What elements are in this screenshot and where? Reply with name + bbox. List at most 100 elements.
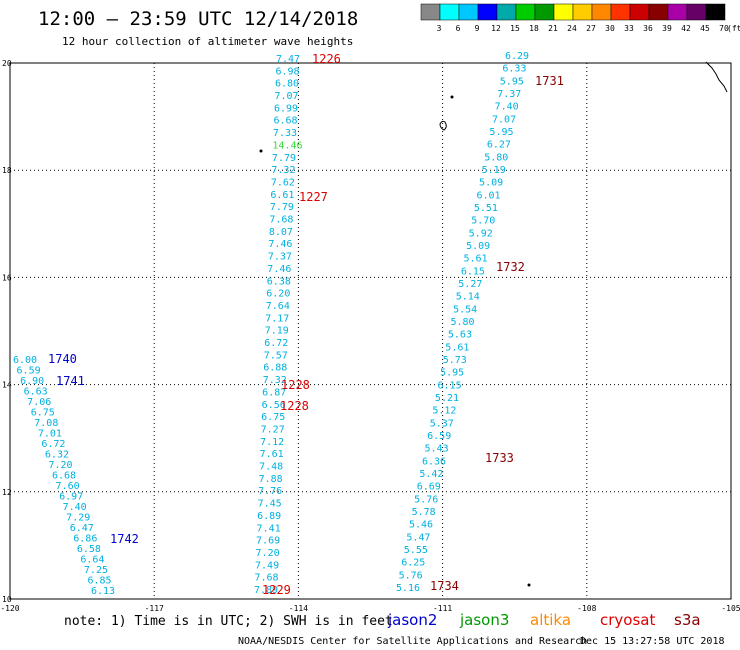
page-title: 12:00 – 23:59 UTC 12/14/2018 xyxy=(38,8,358,30)
swh-value: 7.01 xyxy=(38,429,62,440)
swh-value: 5.37 xyxy=(430,418,454,429)
swh-value: 5.47 xyxy=(406,532,430,543)
swh-value: 5.14 xyxy=(456,292,480,303)
legend-altika: altika xyxy=(530,611,571,629)
swh-value: 5.54 xyxy=(453,304,477,315)
swh-value: 5.16 xyxy=(396,583,420,594)
swh-value: 5.21 xyxy=(435,393,459,404)
swh-value: 6.75 xyxy=(261,412,285,423)
swh-value: 5.95 xyxy=(500,76,524,87)
longitude-tick: -105 xyxy=(721,604,740,613)
swh-value: 5.61 xyxy=(445,342,469,353)
colorbar-swatch xyxy=(534,3,555,21)
axis-tick-labels: -120 -117 -114 -111 -108 -105 10 12 14 16 18 20 xyxy=(0,59,740,613)
colorbar-swatch xyxy=(610,3,631,21)
swh-value: 5.80 xyxy=(451,317,475,328)
island-dot xyxy=(259,149,263,153)
swh-value: 7.29 xyxy=(66,513,90,524)
latitude-tick: 12 xyxy=(2,488,12,497)
swh-value: 7.48 xyxy=(259,462,283,473)
swh-value: 7.25 xyxy=(84,565,108,576)
latitude-tick: 20 xyxy=(2,59,12,68)
longitude-tick: -111 xyxy=(433,604,452,613)
swh-value: 6.36 xyxy=(422,456,446,467)
swh-value: 6.00 xyxy=(13,355,37,366)
swh-value: 5.51 xyxy=(474,203,498,214)
swh-value: 6.63 xyxy=(24,387,48,398)
colorbar-swatch xyxy=(515,3,536,21)
swh-value: 6.85 xyxy=(87,576,111,587)
pass-time-label: 1228 xyxy=(280,399,309,413)
swh-value: 5.80 xyxy=(484,152,508,163)
swh-value: 6.25 xyxy=(401,558,425,569)
swh-value: 7.68 xyxy=(255,573,279,584)
swh-value: 6.90 xyxy=(20,376,44,387)
swh-value: 6.88 xyxy=(263,363,287,374)
pass-time-label: 1228 xyxy=(281,378,310,392)
swh-value: 5.76 xyxy=(399,570,423,581)
pass-time-label: 1732 xyxy=(496,260,525,274)
legend-cryosat: cryosat xyxy=(600,611,655,629)
swh-value: 6.59 xyxy=(17,366,41,377)
colorbar-label: 39 xyxy=(662,24,672,33)
longitude-tick: -117 xyxy=(145,604,164,613)
swh-value: 5.63 xyxy=(448,330,472,341)
longitude-tick: -120 xyxy=(0,604,19,613)
swh-value: 7.60 xyxy=(56,481,80,492)
swh-value: 6.64 xyxy=(80,555,104,566)
swh-value: 5.78 xyxy=(412,507,436,518)
swh-value: 5.70 xyxy=(471,216,495,227)
swh-value: 6.61 xyxy=(270,190,294,201)
page-subtitle: 12 hour collection of altimeter wave hei… xyxy=(62,35,353,48)
swh-value: 6.99 xyxy=(274,103,298,114)
swh-value: 7.79 xyxy=(270,202,294,213)
longitude-tick: -114 xyxy=(289,604,308,613)
island-dot xyxy=(527,583,531,587)
colorbar-swatch xyxy=(572,3,593,21)
colorbar-swatch xyxy=(553,3,574,21)
swh-value: 7.20 xyxy=(48,460,72,471)
legend-jason2: jason2 xyxy=(387,611,437,629)
swh-value: 6.75 xyxy=(31,408,55,419)
colorbar-label: 21 xyxy=(548,24,558,33)
swh-value: 6.80 xyxy=(275,79,299,90)
swh-value: 5.95 xyxy=(440,368,464,379)
map-frame xyxy=(9,62,732,600)
swh-value: 6.68 xyxy=(273,116,297,127)
swh-value: 6.13 xyxy=(91,586,115,597)
swh-value: 6.69 xyxy=(417,482,441,493)
swh-value: 7.37 xyxy=(497,89,521,100)
swh-value: 5.76 xyxy=(414,494,438,505)
satellite-legend: jason2 jason3 altika cryosat s3a xyxy=(387,611,701,629)
footer-timestamp: Dec 15 13:27:58 UTC 2018 xyxy=(580,636,725,647)
colorbar-swatch xyxy=(458,3,479,21)
swh-value: 5.43 xyxy=(425,444,449,455)
swh-value: 6.38 xyxy=(267,276,291,287)
swh-value: 7.62 xyxy=(271,177,295,188)
swh-value: 6.47 xyxy=(70,523,94,534)
colorbar-label: 9 xyxy=(475,24,480,33)
swh-value: 7.88 xyxy=(259,474,283,485)
swh-value: 6.20 xyxy=(266,289,290,300)
swh-value: 7.37 xyxy=(268,252,292,263)
swh-value: 7.07 xyxy=(274,91,298,102)
swh-value: 7.89 xyxy=(254,585,278,596)
pass-time-label: 1226 xyxy=(312,52,341,66)
swh-value: 8.07 xyxy=(269,227,293,238)
pass-time-label: 1229 xyxy=(262,583,291,597)
swh-value: 5.95 xyxy=(489,127,513,138)
coastline-segment xyxy=(705,61,728,93)
pass-time-label: 1227 xyxy=(299,190,328,204)
colorbar-label: 24 xyxy=(567,24,577,33)
swh-value: 7.07 xyxy=(492,114,516,125)
swh-value: 5.19 xyxy=(482,165,506,176)
colorbar-label: 15 xyxy=(510,24,520,33)
colorbar-label: 36 xyxy=(643,24,653,33)
swh-value: 5.12 xyxy=(432,406,456,417)
colorbar-label: 18 xyxy=(529,24,539,33)
colorbar-swatch xyxy=(686,3,707,21)
colorbar-swatch xyxy=(705,3,726,21)
colorbar-unit: (ft) xyxy=(727,24,740,33)
colorbar-swatch xyxy=(496,3,517,21)
colorbar-label: 30 xyxy=(605,24,615,33)
